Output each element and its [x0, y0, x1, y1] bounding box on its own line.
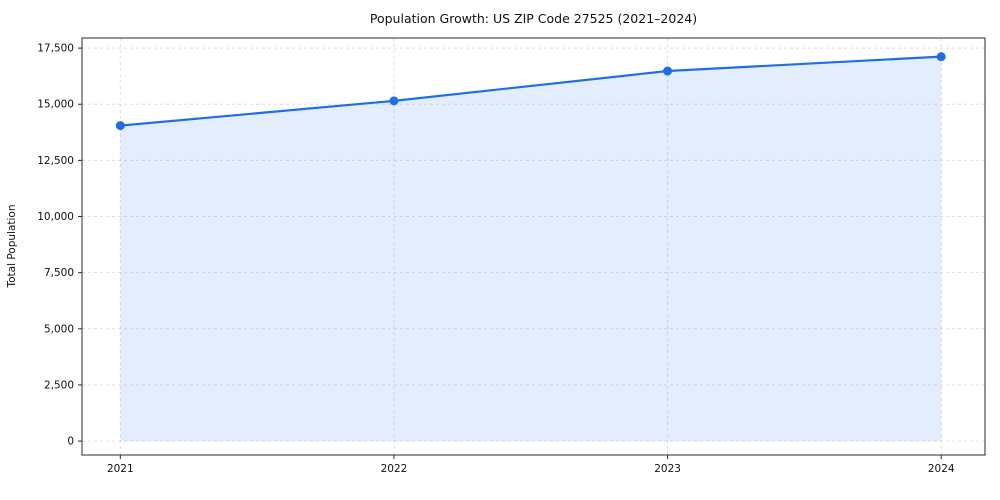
series-line — [119, 55, 943, 127]
data-point-marker — [389, 96, 399, 106]
x-tick-label: 2021 — [107, 463, 134, 475]
chart-title: Population Growth: US ZIP Code 27525 (20… — [369, 11, 698, 26]
data-point-marker — [663, 66, 673, 76]
data-point-marker — [936, 52, 946, 62]
y-tick-label: 5,000 — [44, 323, 74, 335]
y-tick-label: 10,000 — [37, 211, 74, 223]
y-axis-label: Total Population — [6, 204, 18, 288]
x-tick-label: 2023 — [654, 463, 681, 475]
y-tick-label: 12,500 — [37, 155, 74, 167]
data-point-marker — [115, 121, 125, 131]
x-tick-label: 2024 — [928, 463, 955, 475]
y-tick-label: 17,500 — [37, 43, 74, 55]
y-tick-label: 0 — [67, 436, 74, 448]
x-tick-label: 2022 — [381, 463, 408, 475]
y-tick-label: 2,500 — [44, 379, 74, 391]
y-tick-label: 7,500 — [44, 267, 74, 279]
axes-frame — [81, 37, 986, 456]
series-area-fill — [120, 56, 942, 442]
y-tick-label: 15,000 — [37, 99, 74, 111]
